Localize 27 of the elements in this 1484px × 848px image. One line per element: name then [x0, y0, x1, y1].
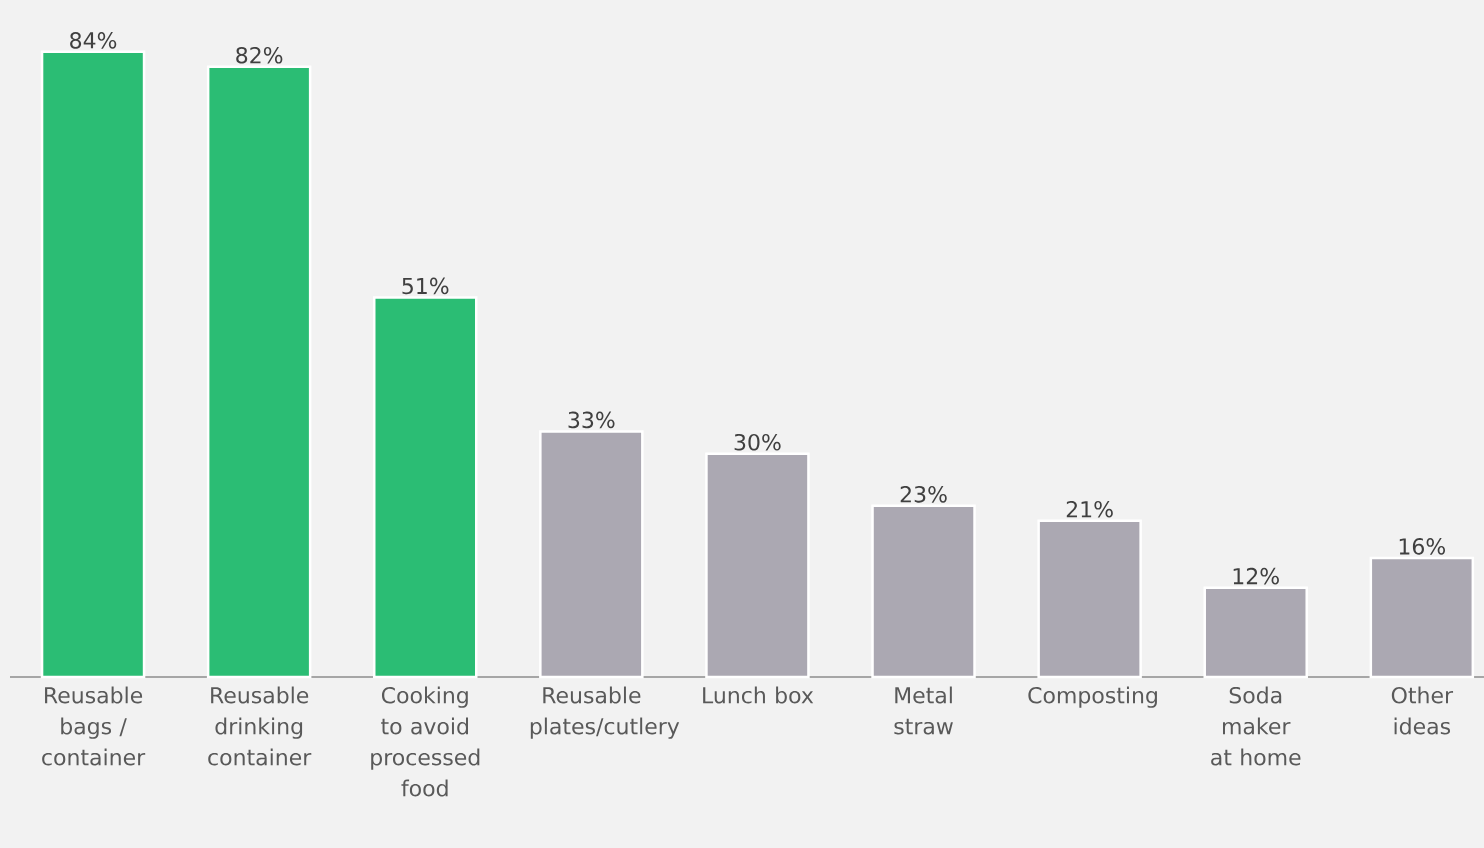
- x-tick-label: Composting: [1028, 686, 1157, 708]
- x-tick-label: Metal straw: [894, 686, 953, 735]
- bar: [1037, 519, 1142, 679]
- x-tick-label: Lunch box: [703, 686, 814, 704]
- x-tick-label: Reusable plates/cutlery: [530, 686, 680, 739]
- data-label: 12%: [1233, 567, 1279, 585]
- data-label: 84%: [70, 32, 117, 49]
- bar: [40, 50, 146, 679]
- data-label: 23%: [900, 485, 947, 503]
- data-label: 82%: [236, 46, 283, 64]
- x-tick-label: Other ideas: [1391, 686, 1454, 735]
- bar: [1203, 586, 1308, 679]
- x-tick-label: Soda maker at home: [1211, 686, 1301, 766]
- bar: [372, 296, 478, 679]
- data-label: 30%: [734, 433, 781, 451]
- bar: [705, 452, 810, 679]
- bar: [539, 430, 644, 679]
- bar: [206, 65, 312, 679]
- data-label: 21%: [1066, 500, 1113, 518]
- x-tick-label: Reusable drinking container: [208, 686, 312, 766]
- data-label: 33%: [568, 411, 615, 429]
- bar: [1369, 556, 1475, 679]
- data-label: 16%: [1399, 538, 1446, 555]
- x-tick-label: Reusable bags / container: [42, 686, 146, 766]
- data-label: 51%: [402, 277, 449, 295]
- x-tick-label: Cooking to avoid processed food: [371, 686, 480, 797]
- bar: [871, 504, 976, 679]
